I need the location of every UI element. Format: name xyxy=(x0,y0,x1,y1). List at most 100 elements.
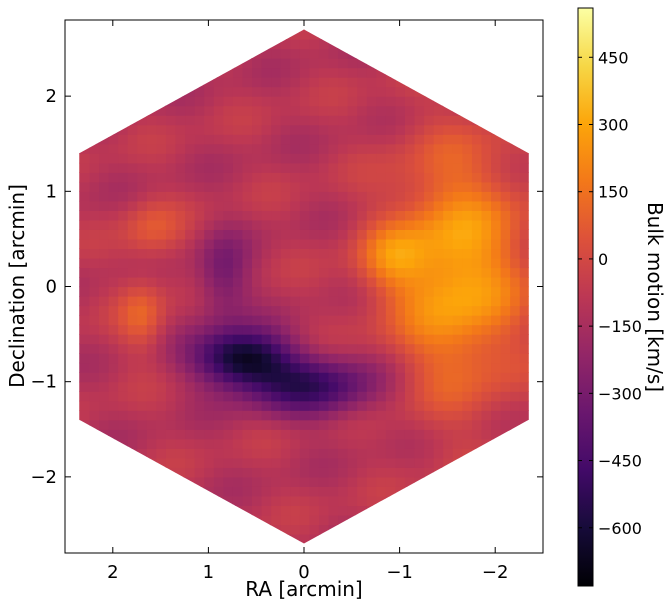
heatmap-cell xyxy=(98,419,109,430)
heatmap-cell xyxy=(394,514,405,526)
heatmap-cell xyxy=(241,200,253,211)
heatmap-cell xyxy=(174,238,186,250)
heatmap-cell xyxy=(442,533,453,544)
heatmap-cell xyxy=(375,448,386,459)
heatmap-cell xyxy=(136,343,147,354)
heatmap-cell xyxy=(327,514,339,526)
heatmap-cell xyxy=(480,514,492,526)
heatmap-cell xyxy=(499,219,511,230)
heatmap-cell xyxy=(79,362,80,373)
heatmap-cell xyxy=(433,96,444,107)
heatmap-cell xyxy=(509,134,520,145)
heatmap-cell xyxy=(471,381,482,392)
heatmap-cell xyxy=(308,276,319,288)
heatmap-cell xyxy=(509,296,520,307)
heatmap-cell xyxy=(203,210,214,221)
heatmap-cell xyxy=(519,296,529,307)
heatmap-cell xyxy=(519,457,529,468)
heatmap-cell xyxy=(251,495,262,507)
heatmap-cell xyxy=(213,324,224,335)
heatmap-cell xyxy=(260,457,272,468)
heatmap-cell xyxy=(79,115,80,126)
heatmap-cell xyxy=(299,457,310,468)
heatmap-cell xyxy=(270,172,281,183)
heatmap-cell xyxy=(404,476,415,487)
heatmap-cell xyxy=(194,324,205,335)
heatmap-cell xyxy=(194,29,205,31)
heatmap-cell xyxy=(213,238,224,250)
heatmap-cell xyxy=(232,105,243,116)
heatmap-cell xyxy=(88,381,100,392)
heatmap-cell xyxy=(79,524,80,535)
heatmap-cell xyxy=(232,448,243,459)
heatmap-cell xyxy=(232,248,243,259)
heatmap-cell xyxy=(413,524,425,535)
heatmap-cell xyxy=(404,296,415,307)
heatmap-cell xyxy=(280,210,291,221)
heatmap-cell xyxy=(232,410,243,421)
heatmap-cell xyxy=(251,172,262,183)
heatmap-cell xyxy=(270,276,281,288)
heatmap-cell xyxy=(519,514,529,526)
heatmap-cell xyxy=(98,181,109,192)
heatmap-cell xyxy=(442,48,453,59)
heatmap-cell xyxy=(222,400,233,411)
heatmap-cell xyxy=(433,248,444,259)
heatmap-cell xyxy=(385,438,396,449)
heatmap-cell xyxy=(337,257,348,269)
heatmap-cell xyxy=(413,105,425,116)
heatmap-cell xyxy=(394,486,405,497)
heatmap-cell xyxy=(318,48,329,59)
heatmap-cell xyxy=(232,457,243,468)
heatmap-cell xyxy=(222,353,233,364)
heatmap-cell xyxy=(375,29,386,31)
heatmap-cell xyxy=(127,143,138,154)
heatmap-cell xyxy=(308,476,319,487)
heatmap-cell xyxy=(213,533,224,544)
heatmap-cell xyxy=(108,276,119,288)
heatmap-cell xyxy=(423,153,434,164)
heatmap-cell xyxy=(423,400,434,411)
heatmap-cell xyxy=(79,448,80,459)
heatmap-cell xyxy=(471,362,482,373)
heatmap-cell xyxy=(222,505,233,516)
heatmap-cell xyxy=(241,86,253,97)
x-tick-label: −2 xyxy=(482,562,509,583)
heatmap-cell xyxy=(251,372,262,383)
heatmap-cell xyxy=(222,467,233,478)
heatmap-cell xyxy=(519,48,529,59)
heatmap-cell xyxy=(337,77,348,88)
heatmap-cell xyxy=(509,448,520,459)
heatmap-cell xyxy=(79,162,90,173)
heatmap-cell xyxy=(519,105,529,116)
heatmap-cell xyxy=(461,257,472,269)
heatmap-cell xyxy=(79,200,80,211)
heatmap-cell xyxy=(260,438,272,449)
heatmap-cell xyxy=(127,457,138,468)
heatmap-cell xyxy=(203,39,214,50)
heatmap-cell xyxy=(213,172,224,183)
heatmap-cell xyxy=(337,296,348,307)
heatmap-cell xyxy=(394,267,405,278)
heatmap-cell xyxy=(127,495,138,507)
heatmap-cell xyxy=(108,448,119,459)
heatmap-cell xyxy=(232,353,243,364)
heatmap-cell xyxy=(519,143,529,154)
heatmap-cell xyxy=(88,96,100,107)
heatmap-cell xyxy=(366,143,377,154)
heatmap-cell xyxy=(98,448,109,459)
heatmap-cell xyxy=(499,543,511,544)
heatmap-cell xyxy=(490,495,501,507)
heatmap-cell xyxy=(442,391,453,402)
heatmap-cell xyxy=(146,429,157,440)
heatmap-cell xyxy=(404,276,415,288)
heatmap-cell xyxy=(165,543,176,544)
heatmap-cell xyxy=(251,276,262,288)
heatmap-cell xyxy=(394,96,405,107)
heatmap-cell xyxy=(260,467,272,478)
heatmap-cell xyxy=(146,419,157,430)
heatmap-cell xyxy=(174,181,186,192)
heatmap-cell xyxy=(165,400,176,411)
heatmap-cell xyxy=(490,505,501,516)
heatmap-cell xyxy=(509,467,520,478)
